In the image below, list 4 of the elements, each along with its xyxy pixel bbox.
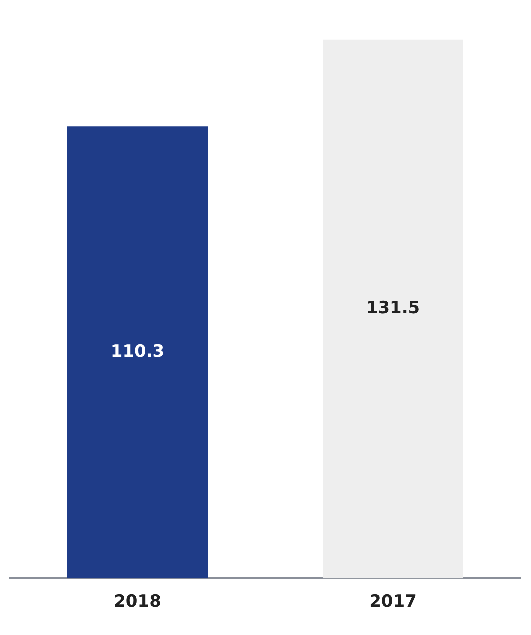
data-label: 110.3: [110, 342, 165, 362]
x-tick-label: 2018: [114, 592, 162, 612]
data-label: 131.5: [366, 298, 420, 319]
x-tick-label: 2017: [370, 592, 417, 612]
